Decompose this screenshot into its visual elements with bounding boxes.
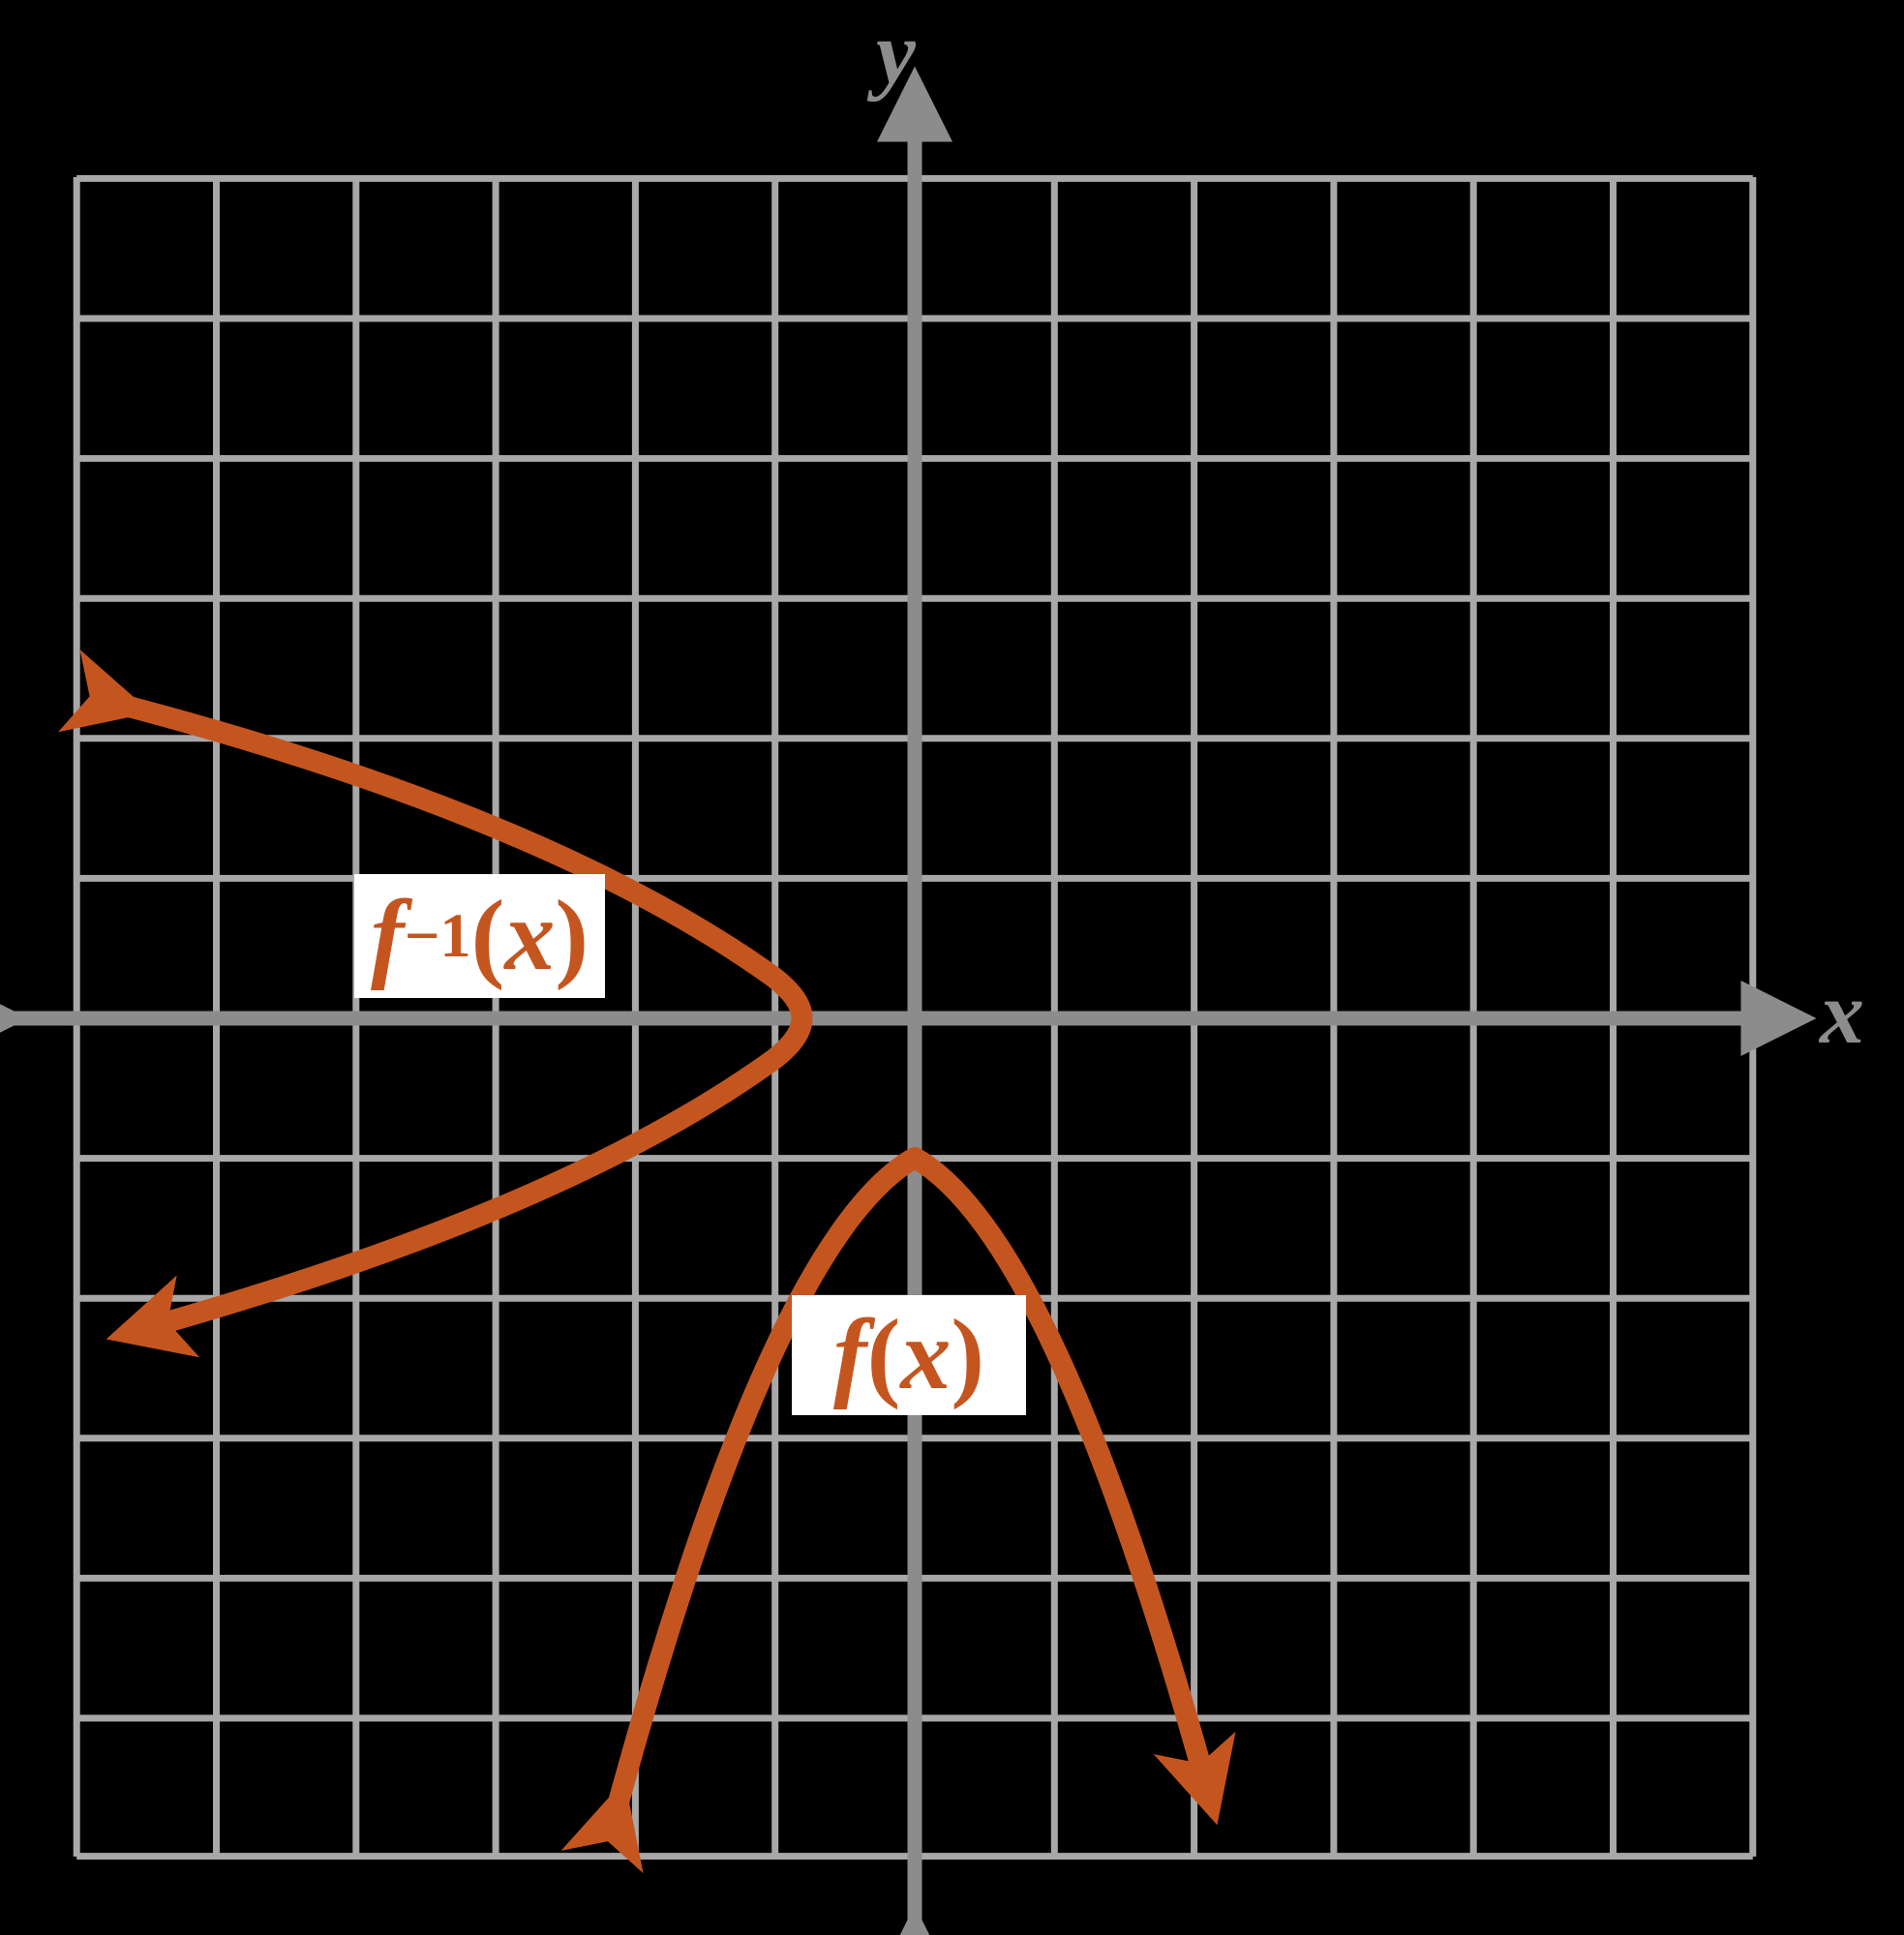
label-f-f: f xyxy=(833,1299,867,1410)
label-f-variable: x xyxy=(900,1299,952,1410)
x-axis-label: x xyxy=(1820,963,1864,1062)
label-f-open-paren: ( xyxy=(866,1299,901,1410)
axes xyxy=(0,66,1817,1935)
curve-label-f-inverse: f −1(x) xyxy=(354,874,605,998)
label-finv-variable: x xyxy=(504,880,556,991)
curve-f xyxy=(560,1147,1236,1874)
label-finv-open-paren: ( xyxy=(470,880,505,991)
curve-f-inverse xyxy=(58,650,813,1358)
label-f-close-paren: ) xyxy=(951,1299,984,1410)
curve-label-f: f(x) xyxy=(792,1295,1026,1415)
y-axis-label: y xyxy=(876,3,916,102)
label-finv-close-paren: ) xyxy=(555,880,589,991)
label-finv-f: f xyxy=(371,880,405,991)
